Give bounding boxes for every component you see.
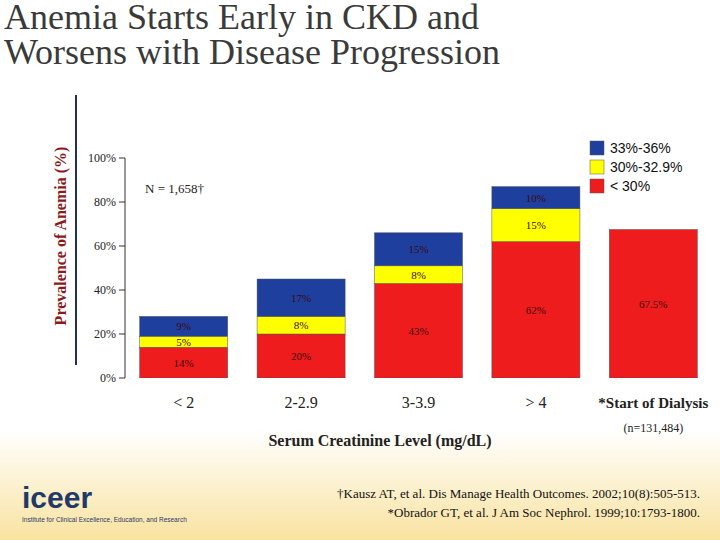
x-tick-label: *Start of Dialysis [598, 395, 708, 411]
bar-segment [492, 187, 580, 209]
bar-segment [492, 242, 580, 378]
y-tick [119, 378, 125, 379]
data-label: 9% [176, 320, 191, 332]
y-tick-label: 60% [94, 239, 116, 253]
data-label: 14% [174, 357, 194, 369]
annotation: N = 1,658† [145, 181, 204, 196]
y-axis-label: Prevalence of Anemia (%) [52, 147, 70, 326]
bar-segment [492, 209, 580, 242]
data-labels: 14% 20% 43% 62% 67.5% 5% 8% 8% 15% 9% 17% 15% 10% [174, 192, 668, 369]
data-label: 10% [526, 192, 546, 204]
annotation: (n=131,484) [623, 421, 683, 435]
side-rule [75, 95, 77, 365]
data-label: 62% [526, 304, 546, 316]
data-label: 67.5% [639, 298, 667, 310]
bar-segment [609, 230, 697, 379]
data-label: 8% [411, 269, 426, 281]
legend-label: 33%-36% [610, 140, 671, 156]
chart-canvas: 0% 20% 40% 60% 80% 100% Prevalence of Anemia (… [0, 0, 720, 540]
data-label: 20% [291, 350, 311, 362]
legend-swatch [590, 179, 604, 193]
y-tick-label: 80% [94, 195, 116, 209]
y-axis [125, 158, 126, 378]
logo-tagline: Institute for Clinical Excellence, Educa… [22, 516, 187, 523]
stage: 0% 20% 40% 60% 80% 100% Prevalence of Anemia (… [0, 0, 720, 540]
y-tick [119, 246, 125, 247]
bar-segment [374, 266, 462, 284]
y-tick [119, 202, 125, 203]
data-label: 17% [291, 292, 311, 304]
y-tick [119, 158, 125, 159]
bar-segment [257, 316, 345, 334]
title: Anemia Starts Early in CKD and Worsens w… [4, 0, 604, 70]
legend-swatch [590, 141, 604, 155]
bar-segment [374, 283, 462, 378]
data-label: 5% [176, 336, 191, 348]
bar-segment [374, 233, 462, 266]
y-tick [119, 334, 125, 335]
bar-segment [140, 336, 228, 347]
legend-label: < 30% [610, 178, 650, 194]
bar-segment [140, 316, 228, 336]
footer-band [0, 430, 720, 540]
footnote: †Kausz AT, et al. Dis Manage Health Outc… [337, 486, 700, 501]
y-tick [119, 290, 125, 291]
x-tick-label: 3-3.9 [402, 394, 435, 411]
bar-segment [257, 334, 345, 378]
logo-name: iceer [22, 481, 92, 514]
bar-segment [140, 347, 228, 378]
x-tick-label: < 2 [173, 394, 194, 411]
bars [140, 187, 698, 378]
x-axis-label: Serum Creatinine Level (mg/dL) [268, 432, 491, 450]
x-tick-label: 2-2.9 [284, 394, 317, 411]
bar-segment [257, 279, 345, 316]
x-tick-label: > 4 [525, 394, 546, 411]
data-label: 15% [408, 243, 428, 255]
data-label: 8% [294, 319, 309, 331]
legend-label: 30%-32.9% [610, 159, 682, 175]
y-tick-label: 100% [88, 151, 116, 165]
data-label: 15% [526, 219, 546, 231]
footnote: *Obrador GT, et al. J Am Soc Nephrol. 19… [388, 505, 700, 520]
data-label: 43% [408, 325, 428, 337]
y-tick-label: 20% [94, 327, 116, 341]
legend-swatch [590, 160, 604, 174]
y-tick-label: 0% [100, 371, 116, 385]
y-tick-label: 40% [94, 283, 116, 297]
legend: 33%-36% 30%-32.9% < 30% [590, 140, 682, 194]
